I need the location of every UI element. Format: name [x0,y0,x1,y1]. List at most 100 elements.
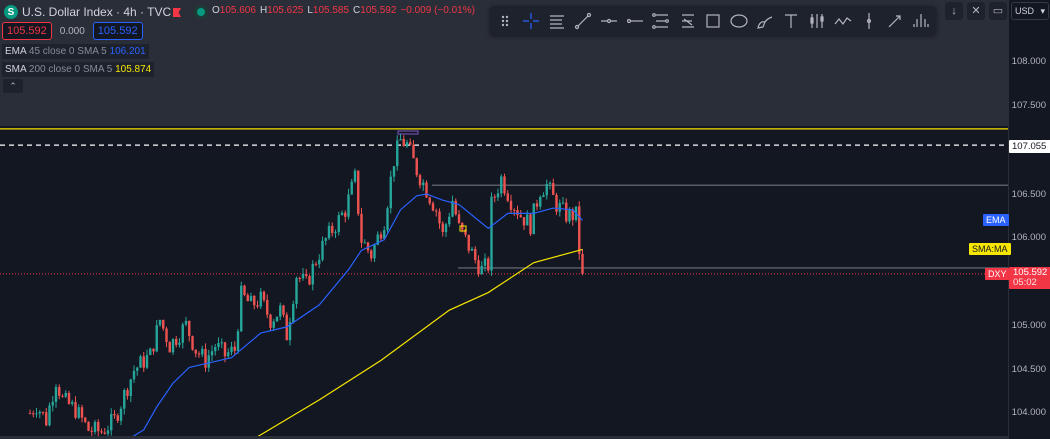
candle-body [454,200,457,215]
candle-body [275,316,279,322]
brush-icon[interactable] [752,8,778,34]
candle-body [386,208,389,231]
vertical-line-icon[interactable] [856,8,882,34]
candle-body [295,277,298,305]
candle-body [259,291,262,307]
candle-body [77,407,80,418]
candle-body [493,196,496,198]
candle-body [581,253,584,274]
drawing-toolbar [490,6,936,35]
sma-tag: SMA:MA [969,243,1011,255]
candle-body [113,413,116,416]
change-value: −0.009 (−0.01%) [400,5,475,16]
symbol-header[interactable]: S U.S. Dollar Index · 4h · TVC [4,3,209,21]
candle-body [487,258,490,271]
candle-body [438,211,441,224]
sell-button[interactable]: 105.592 [2,22,52,40]
ema-legend[interactable]: EMA 45 close 0 SMA 5 106.201 [2,44,149,59]
arrow-icon[interactable] [882,8,908,34]
price-axis[interactable]: 108.000 107.500 106.500 106.000 105.000 … [1008,0,1050,439]
candle-body [61,395,64,397]
candle-body [292,304,295,323]
candle-body [301,273,305,279]
candle-body [327,225,331,239]
sma-legend[interactable]: SMA 200 close 0 SMA 5 105.874 [2,62,155,77]
horizontal-lines-icon[interactable] [544,8,570,34]
candle-body [428,197,431,204]
scroll-to-latest-button[interactable]: ↓ [945,2,963,20]
candle-body [366,242,370,251]
ema-tag: EMA [983,214,1009,226]
candle-body [145,354,149,368]
drag-handle-icon[interactable] [492,8,518,34]
candle-body [526,214,529,226]
candle-body [197,353,201,355]
candle-body [71,401,74,404]
candle-body [337,215,340,233]
candle-body [194,349,197,354]
tick-label: 104.500 [1011,364,1046,375]
path-icon[interactable] [830,8,856,34]
candle-body [314,263,318,265]
candle-body [279,305,282,317]
candle-body [188,320,191,337]
flag-icon[interactable] [173,8,181,17]
candle-body [308,276,311,285]
candle-body [178,342,181,345]
currency-select[interactable]: USD ▾ [1011,2,1049,20]
candle-body [90,430,93,432]
candle-body [298,277,301,279]
candle-body [477,260,480,275]
buy-button[interactable]: 105.592 [92,22,143,40]
candle-body [35,413,38,415]
candle-body [402,138,405,147]
candle-body [418,175,422,186]
trend-line-icon[interactable] [570,8,596,34]
candle-body [483,258,487,266]
text-icon[interactable] [778,8,804,34]
candle-body [409,142,412,145]
long-position-icon[interactable] [804,8,830,34]
marker-box [459,225,467,232]
candle-body [240,285,243,332]
candle-body [324,238,327,241]
candle-body [269,314,272,328]
collapse-icon[interactable]: ✕ [967,2,985,20]
rectangle-icon[interactable] [700,8,726,34]
ellipse-icon[interactable] [726,8,752,34]
candle-body [249,295,253,302]
candle-body [516,210,519,216]
pane-separator[interactable] [0,436,1008,439]
ray-icon[interactable] [622,8,648,34]
parallel-channel-icon[interactable] [648,8,674,34]
candle-body [360,213,363,243]
candle-body [555,194,558,212]
fullscreen-icon[interactable]: ▭ [989,2,1007,20]
candle-body [399,138,402,141]
candle-body [519,215,522,218]
candle-body [425,182,428,198]
crosshair-icon[interactable] [518,8,544,34]
horizontal-ray-icon[interactable] [596,8,622,34]
symbol-title[interactable]: U.S. Dollar Index · 4h · TVC [22,5,172,19]
chevron-up-icon[interactable]: ⌃ [3,79,23,93]
ema-line [78,193,583,439]
tick-label: 108.000 [1011,56,1046,67]
candle-body [253,295,256,306]
candle-body [435,210,438,212]
sma-line [253,248,583,439]
candle-body [415,158,418,176]
candle-body [552,182,555,195]
price-chart[interactable] [0,0,1008,439]
candle-body [532,203,535,235]
spread: 0.000 [59,25,85,37]
candle-body [230,346,233,353]
regression-channel-icon[interactable] [674,8,700,34]
candle-body [496,193,500,198]
candle-body [470,248,474,251]
candle-body [100,431,103,433]
candle-body [513,209,516,211]
candle-body [490,196,493,271]
pitchfork-icon[interactable] [908,8,934,34]
ohlc-values: O105.606 H105.625 L105.585 C105.592 −0.0… [212,5,475,16]
